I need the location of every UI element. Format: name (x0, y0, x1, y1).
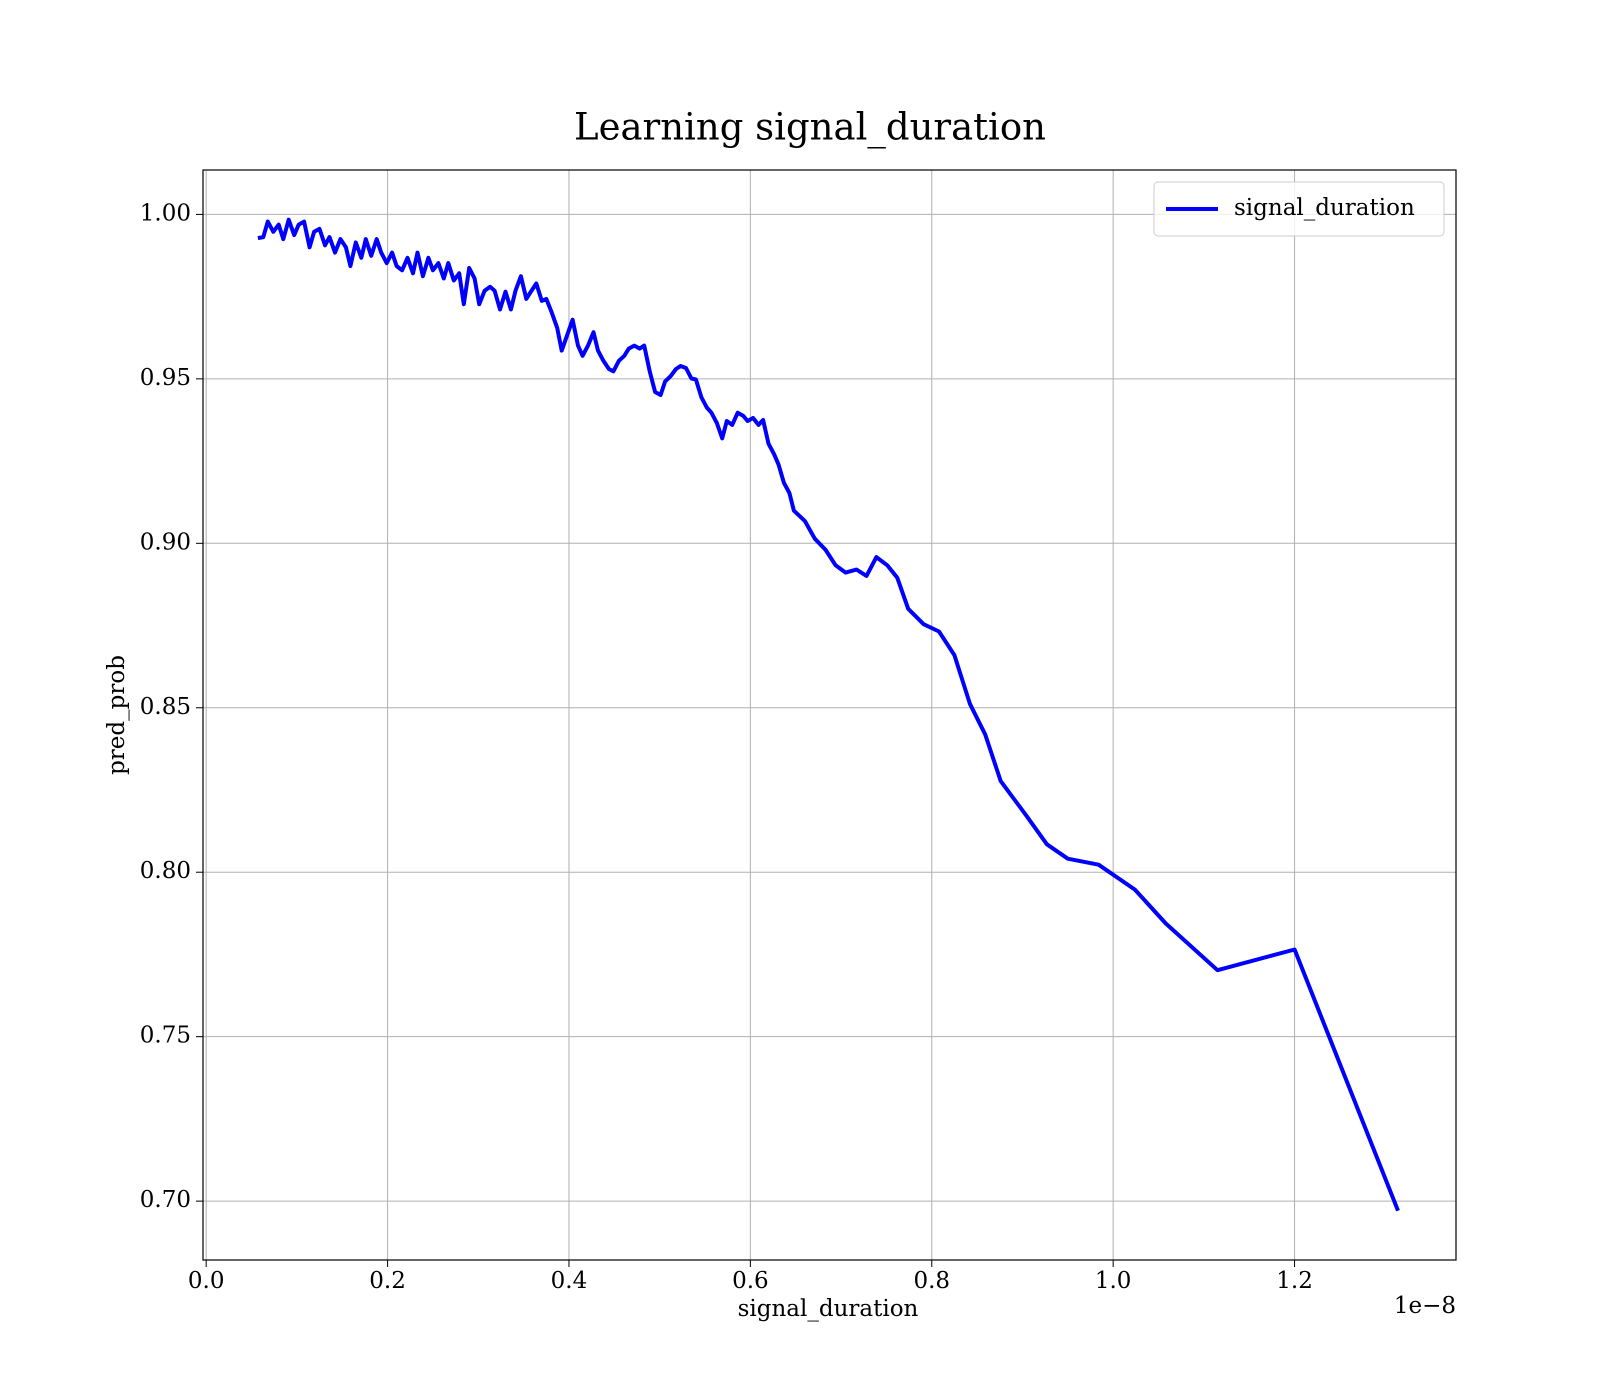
x-offset-label: 1e−8 (1394, 1293, 1456, 1319)
x-tick-label: 0.4 (551, 1268, 588, 1294)
y-tick-label: 0.75 (140, 1023, 191, 1049)
data-line (257, 217, 1400, 1212)
x-tick-label: 0.6 (732, 1268, 769, 1294)
chart-title: Learning signal_duration (574, 106, 1046, 150)
y-tick-label: 0.85 (140, 694, 191, 720)
x-tick-label: 0.8 (913, 1268, 950, 1294)
legend-box (1153, 181, 1445, 237)
plot-frame (202, 169, 1457, 1261)
y-axis-label: pred_prob (104, 655, 130, 775)
x-axis-label: signal_duration (738, 1296, 919, 1322)
x-tick-label: 0.0 (188, 1268, 225, 1294)
x-tick-label: 1.2 (1276, 1268, 1313, 1294)
legend-label: signal_duration (1234, 195, 1415, 221)
y-tick-label: 1.00 (140, 200, 191, 226)
x-tick-label: 1.0 (1095, 1268, 1132, 1294)
y-tick-label: 0.80 (140, 858, 191, 884)
y-tick-label: 0.70 (140, 1187, 191, 1213)
y-tick-label: 0.90 (140, 529, 191, 555)
y-tick-label: 0.95 (140, 365, 191, 391)
x-tick-label: 0.2 (369, 1268, 406, 1294)
